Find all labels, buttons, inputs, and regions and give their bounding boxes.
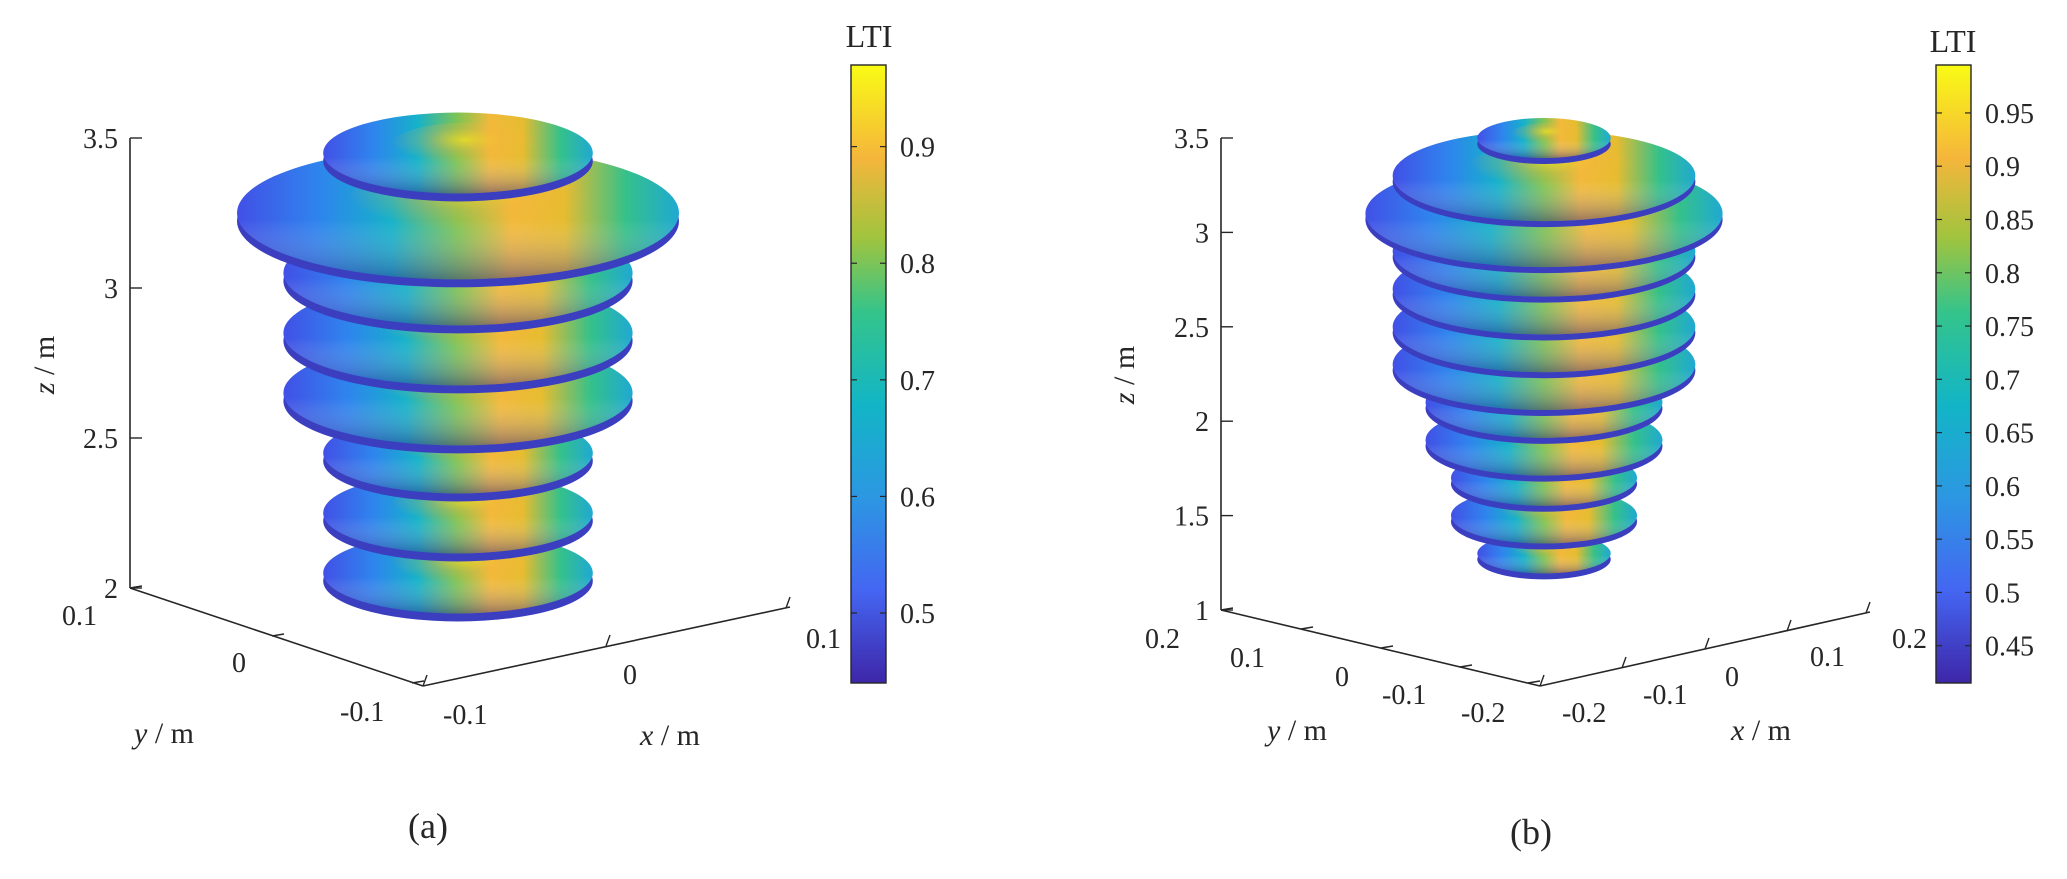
x-tick-label: -0.2	[1562, 698, 1606, 729]
x-tick-mark	[1539, 674, 1545, 687]
z-axis-label-a: z / m	[28, 336, 61, 395]
z-tick-label: 3	[1195, 218, 1209, 249]
z-tick-label: 2	[104, 574, 118, 605]
x-tick-mark	[422, 674, 428, 687]
z-tick-label: 1	[1195, 596, 1209, 627]
x-tick-label: -0.1	[1643, 680, 1687, 711]
colorbar-tick-label: 0.5	[900, 599, 935, 630]
colorbar-tick-label: 0.7	[1985, 365, 2020, 396]
colorbar-ticks-a: 0.5 0.6 0.7 0.8 0.9	[851, 133, 935, 630]
colorbar-tick-label: 0.9	[900, 133, 935, 164]
y-axis-line-a	[129, 587, 424, 687]
y-tick-mark	[411, 680, 425, 684]
disk-stack-a	[237, 112, 679, 622]
y-axis-line-b	[1220, 609, 1541, 687]
y-axis-label-b: y / m	[1264, 714, 1327, 747]
y-tick-mark	[1300, 626, 1314, 630]
panel-label-b: (b)	[1510, 812, 1552, 852]
z-tick-label: 2.5	[1174, 313, 1209, 344]
y-tick-label: -0.1	[1382, 680, 1426, 711]
colorbar-tick-label: 0.45	[1985, 632, 2034, 663]
x-tick-mark	[1704, 637, 1710, 650]
colorbar-tick-label: 0.8	[1985, 259, 2020, 290]
disk-shade	[323, 112, 593, 194]
z-tick-label: 2	[1195, 407, 1209, 438]
colorbar-tick-label: 0.6	[900, 482, 935, 513]
colorbar-a	[850, 64, 887, 684]
y-tick-label: -0.2	[1461, 698, 1505, 729]
colorbar-ticks-b: 0.45 0.5 0.55 0.6 0.65 0.7 0.75 0.8 0.85 0.9 0.95	[1936, 99, 2034, 663]
z-tick-label: 1.5	[1174, 502, 1209, 533]
z-tick-label: 3	[104, 274, 118, 305]
colorbar-title-b: LTI	[1930, 23, 1977, 59]
y-tick-mark	[1459, 664, 1473, 668]
colorbar-tick-label: 0.9	[1985, 152, 2020, 183]
z-tick-label: 3.5	[83, 124, 118, 155]
disk-stack-b	[1365, 117, 1723, 580]
x-tick-mark	[785, 596, 791, 609]
x-tick-mark	[1621, 656, 1627, 669]
y-tick-label: 0	[232, 648, 246, 679]
y-tick-mark	[271, 633, 285, 637]
x-tick-label: 0	[1725, 662, 1739, 693]
z-tick-label: 2.5	[83, 424, 118, 455]
colorbar-tick-label: 0.65	[1985, 419, 2034, 450]
disk	[323, 112, 593, 202]
z-tick-label: 3.5	[1174, 124, 1209, 155]
disk	[1392, 130, 1696, 228]
y-tick-label: -0.1	[340, 697, 384, 728]
x-tick-label: -0.1	[443, 700, 487, 731]
y-tick-mark	[1380, 645, 1394, 649]
colorbar-tick-label: 0.5	[1985, 578, 2020, 609]
z-axis-label-b: z / m	[1108, 346, 1141, 405]
colorbar-tick-label: 0.6	[1985, 472, 2020, 503]
disk-shade	[1392, 130, 1696, 222]
colorbar-tick-label: 0.75	[1985, 312, 2034, 343]
x-tick-mark	[1865, 601, 1871, 614]
z-ticks-b: 1 1.5 2 2.5 3 3.5	[1174, 124, 1233, 627]
x-axis-label-a: x / m	[639, 719, 700, 752]
x-tick-label: 0.2	[1892, 624, 1927, 655]
z-ticks-a: 2 2.5 3 3.5	[83, 124, 142, 605]
x-tick-label: 0	[623, 660, 637, 691]
colorbar-tick-label: 0.8	[900, 249, 935, 280]
colorbar-b	[1935, 64, 1972, 684]
colorbar-title-a: LTI	[846, 18, 893, 54]
x-axis-line-a	[422, 606, 791, 687]
y-tick-mark	[1527, 680, 1541, 684]
y-axis-label-a: y / m	[131, 717, 194, 750]
colorbar-tick-label: 0.7	[900, 366, 935, 397]
colorbar-tick-label: 0.55	[1985, 525, 2034, 556]
disk-shade	[1477, 117, 1611, 159]
disk	[1477, 117, 1611, 165]
y-tick-label: 0.1	[62, 601, 97, 632]
x-axis-label-b: x / m	[1730, 714, 1791, 747]
y-tick-label: 0.1	[1230, 643, 1265, 674]
y-tick-mark	[129, 585, 143, 589]
colorbar-tick-label: 0.95	[1985, 99, 2034, 130]
x-tick-label: 0.1	[806, 624, 841, 655]
y-tick-mark	[1220, 607, 1234, 611]
panel-a: 2 2.5 3 3.5 0.1 0 -0.1 -0.1 0 0.1 z / m y /…	[28, 18, 935, 846]
colorbar-tick-label: 0.85	[1985, 206, 2034, 237]
panel-b: 1 1.5 2 2.5 3 3.5 0.2 0.1 0 -0.1 -0.2 -0.2 -0…	[1108, 23, 2034, 852]
y-tick-label: 0	[1335, 662, 1349, 693]
x-tick-label: 0.1	[1810, 642, 1845, 673]
x-tick-mark	[605, 634, 611, 647]
y-tick-label: 0.2	[1145, 624, 1180, 655]
panel-label-a: (a)	[408, 806, 448, 846]
x-tick-mark	[1786, 619, 1792, 632]
